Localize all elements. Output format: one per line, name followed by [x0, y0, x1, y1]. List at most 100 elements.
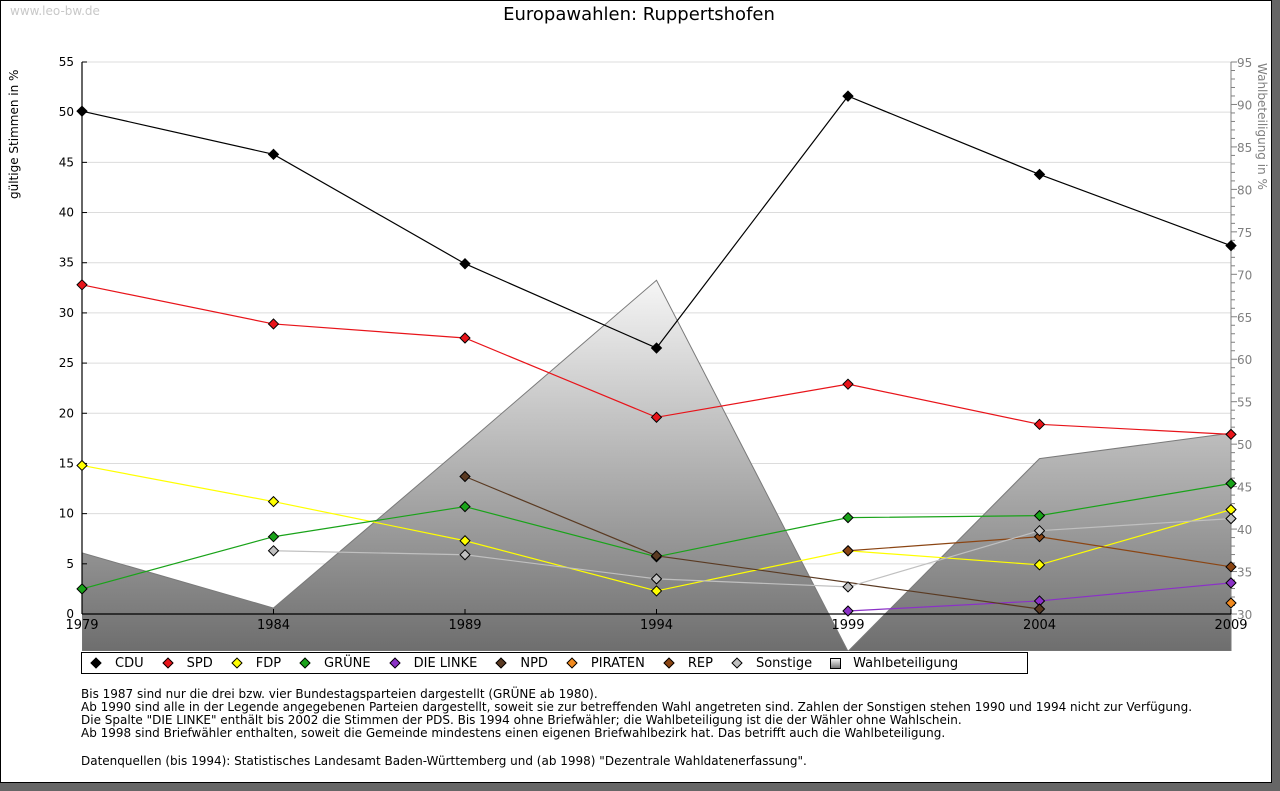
legend-item-rep: REP — [663, 656, 713, 671]
diamond-marker-icon — [731, 657, 743, 669]
diamond-marker-icon — [231, 657, 243, 669]
y-tick-label: 0 — [66, 607, 74, 621]
diamond-marker-icon — [495, 657, 508, 669]
y2-tick-label: 90 — [1237, 98, 1252, 112]
data-point — [76, 459, 88, 472]
data-point — [842, 378, 854, 390]
x-tick-label: 2004 — [1023, 618, 1056, 633]
data-point — [1225, 477, 1237, 490]
data-point — [650, 573, 663, 585]
data-point — [1225, 428, 1237, 441]
legend-label: NPD — [520, 655, 548, 671]
y2-tick-label: 85 — [1237, 141, 1252, 155]
legend-label: SPD — [186, 655, 213, 671]
data-point — [267, 495, 280, 508]
legend-item-gruene: GRÜNE — [299, 656, 371, 671]
series-die-linke — [842, 577, 1237, 617]
footnote-line: Ab 1998 sind Briefwähler enthalten, sowe… — [81, 726, 946, 740]
legend-label: FDP — [255, 655, 282, 671]
data-point — [459, 535, 471, 547]
data-point — [267, 318, 280, 330]
legend-label: Sonstige — [755, 655, 813, 671]
x-tick-label: 1999 — [831, 618, 864, 633]
legend-item-fdp: FDP — [231, 656, 281, 671]
x-tick-label: 1989 — [448, 618, 481, 633]
diamond-marker-icon — [566, 657, 578, 669]
data-point — [1033, 168, 1046, 181]
data-point — [267, 545, 280, 557]
y-tick-label: 20 — [59, 406, 74, 420]
chart-title: Europawahlen: Ruppertshofen — [503, 4, 775, 25]
legend-item-die-linke: DIE LINKE — [388, 655, 478, 671]
y-tick-label: 10 — [59, 507, 74, 521]
x-tick-label: 1979 — [65, 618, 98, 633]
square-marker-icon — [830, 657, 842, 669]
y-tick-label: 15 — [59, 456, 74, 470]
series-fdp — [76, 459, 1237, 597]
legend-label: PIRATEN — [590, 655, 645, 671]
data-point — [459, 470, 471, 483]
y-tick-label: 5 — [66, 557, 74, 571]
diamond-marker-icon — [90, 657, 102, 669]
data-point — [459, 549, 471, 561]
y-tick-label: 35 — [59, 256, 74, 270]
y2-tick-label: 80 — [1237, 183, 1252, 197]
y2-axis-title: Wahlbeteiligung in % — [1255, 63, 1269, 190]
data-point — [1033, 418, 1046, 431]
data-point — [76, 279, 88, 291]
series-cdu — [76, 90, 1237, 354]
data-point — [1033, 524, 1046, 537]
watermark: www.leo-bw.de — [10, 4, 100, 18]
data-point — [459, 258, 471, 270]
y-tick-label: 30 — [59, 306, 74, 320]
data-point — [842, 511, 854, 524]
y-axis-title: gültige Stimmen in % — [7, 69, 21, 199]
data-point — [842, 581, 854, 593]
series-spd — [76, 279, 1237, 441]
footnote-line: Ab 1990 sind alle in der Legende angegeb… — [81, 700, 1193, 714]
data-point — [267, 148, 280, 161]
legend-label: Wahlbeteiligung — [853, 655, 959, 671]
x-tick-label: 1984 — [257, 618, 290, 633]
legend-label: GRÜNE — [324, 655, 371, 671]
y-axis-label-left: gültige Stimmen in % — [5, 63, 25, 203]
data-point — [267, 531, 280, 543]
legend-item-piraten: PIRATEN — [566, 656, 645, 671]
y-tick-label: 40 — [59, 206, 74, 220]
series-group — [76, 90, 1237, 617]
series-line — [273, 518, 1232, 588]
y2-tick-label: 50 — [1237, 438, 1252, 452]
diamond-marker-icon — [299, 657, 311, 669]
data-point — [1225, 512, 1237, 525]
legend: CDU SPD FDP GRÜNE DIE LINKE NPD PIRATEN … — [81, 652, 1028, 674]
legend-label: REP — [687, 655, 713, 671]
legend-item-wahlbeteiligung: Wahlbeteiligung — [830, 656, 958, 671]
data-point — [1225, 577, 1237, 589]
series-npd — [459, 470, 1046, 615]
data-point — [76, 105, 88, 117]
data-point — [842, 545, 854, 557]
series-sonstige — [267, 512, 1237, 593]
legend-item-cdu: CDU — [90, 656, 144, 671]
data-point — [1225, 239, 1237, 252]
legend-label: DIE LINKE — [413, 655, 478, 671]
y2-tick-label: 55 — [1237, 396, 1252, 410]
series-piraten — [1225, 597, 1237, 609]
footnote-line: Die Spalte "DIE LINKE" enthält bis 2002 … — [81, 713, 962, 727]
legend-label: CDU — [115, 655, 144, 671]
y2-tick-label: 75 — [1237, 226, 1252, 240]
y2-tick-label: 70 — [1237, 268, 1252, 282]
data-point — [1033, 509, 1046, 522]
diamond-marker-icon — [663, 657, 675, 669]
chart-plot: 0 5 10 15 20 25 30 35 40 45 50 55 30 35 40 45 50 55 60 65 70… — [59, 55, 1252, 651]
data-point — [1225, 597, 1237, 609]
footnote-line: Bis 1987 sind nur die drei bzw. vier Bun… — [81, 687, 598, 701]
footnotes: Bis 1987 sind nur die drei bzw. vier Bun… — [81, 688, 1192, 740]
data-point — [459, 332, 471, 344]
y-tick-label: 45 — [59, 155, 74, 169]
legend-item-npd: NPD — [495, 656, 548, 671]
diamond-marker-icon — [161, 657, 174, 669]
x-tick-label: 2009 — [1214, 618, 1247, 633]
legend-item-spd: SPD — [161, 655, 213, 671]
